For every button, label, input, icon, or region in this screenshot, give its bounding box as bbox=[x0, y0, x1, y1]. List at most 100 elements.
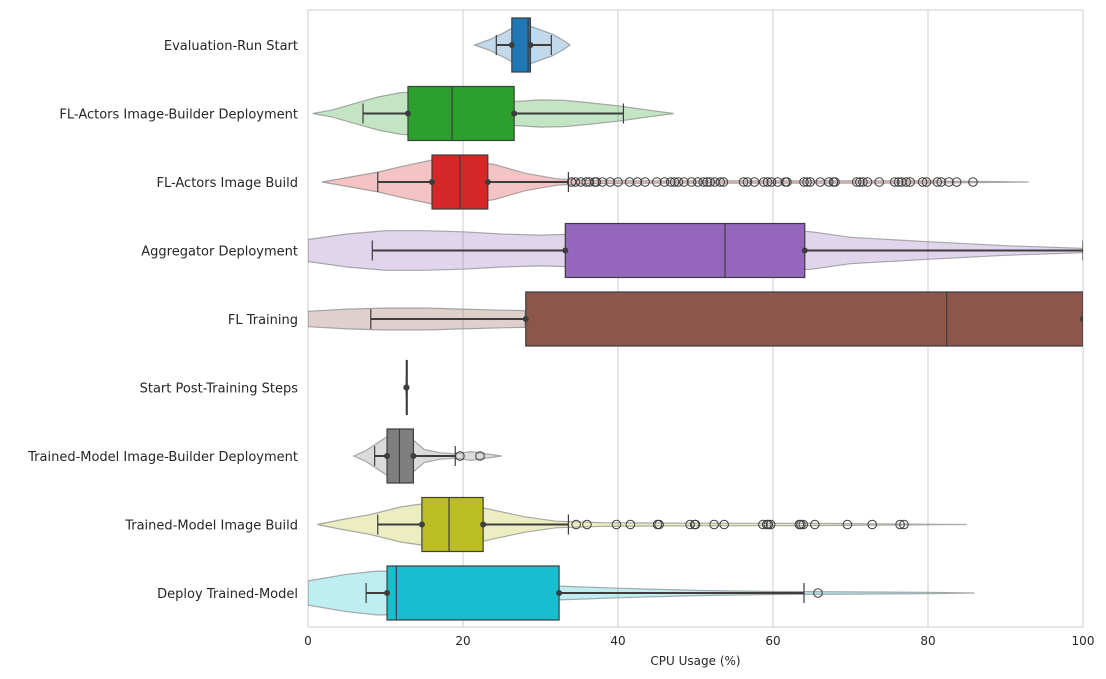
category-label: FL-Actors Image-Builder Deployment bbox=[59, 108, 298, 123]
category-label: Start Post-Training Steps bbox=[140, 382, 299, 397]
outlier-point bbox=[570, 177, 581, 187]
category-label: Aggregator Deployment bbox=[141, 245, 298, 260]
outlier-point bbox=[889, 177, 900, 187]
outlier-point bbox=[758, 519, 768, 530]
outlier-point bbox=[597, 177, 608, 187]
x-tick-label: 40 bbox=[610, 634, 625, 648]
outlier-point bbox=[895, 519, 905, 530]
q3-marker bbox=[1080, 316, 1083, 322]
outlier-point bbox=[893, 177, 904, 187]
x-tick-label: 20 bbox=[455, 634, 470, 648]
outlier-point bbox=[874, 177, 884, 187]
q3-marker bbox=[556, 590, 563, 596]
outlier-point bbox=[715, 177, 726, 187]
outlier-point bbox=[571, 519, 581, 530]
outlier-point bbox=[566, 177, 577, 187]
box-iqr bbox=[421, 496, 484, 553]
outlier-point bbox=[855, 177, 865, 187]
outlier-point bbox=[758, 177, 769, 187]
outlier-point bbox=[718, 177, 729, 187]
outlier-point bbox=[624, 177, 635, 187]
q1-marker bbox=[384, 453, 391, 459]
category-label: FL Training bbox=[228, 313, 298, 328]
x-tick-label: 100 bbox=[1072, 634, 1095, 648]
q1-marker bbox=[404, 110, 411, 117]
outlier-point bbox=[921, 177, 932, 187]
outlier-point bbox=[936, 177, 946, 187]
outlier-point bbox=[905, 177, 915, 187]
q3-marker bbox=[801, 247, 808, 254]
outlier-point bbox=[659, 177, 670, 187]
q3-marker bbox=[480, 521, 487, 528]
outlier-point bbox=[665, 177, 676, 187]
outlier-point bbox=[651, 177, 662, 187]
outlier-point bbox=[611, 519, 622, 530]
x-tick-label: 0 bbox=[304, 634, 312, 648]
outlier-point bbox=[917, 177, 928, 187]
outlier-point bbox=[605, 177, 616, 187]
outlier-point bbox=[705, 177, 716, 187]
outlier-point bbox=[899, 519, 909, 530]
outlier-point bbox=[749, 177, 760, 187]
q1-marker bbox=[562, 247, 569, 254]
outlier-point bbox=[702, 177, 712, 187]
category-label: Trained-Model Image Build bbox=[124, 519, 298, 534]
outlier-point bbox=[632, 177, 643, 187]
outlier-point bbox=[782, 177, 792, 187]
outlier-point bbox=[690, 519, 701, 530]
boxes bbox=[362, 17, 1083, 621]
box-iqr bbox=[525, 291, 1083, 347]
q3-marker bbox=[403, 384, 410, 391]
outlier-point bbox=[455, 451, 465, 461]
outlier-point bbox=[796, 519, 806, 530]
outlier-point bbox=[867, 519, 878, 530]
box-iqr bbox=[386, 428, 414, 484]
q3-marker bbox=[484, 179, 491, 185]
category-labels: Evaluation-Run Start FL-Actors Image-Buil… bbox=[27, 39, 298, 602]
outlier-point bbox=[584, 177, 595, 187]
outlier-point bbox=[968, 177, 978, 187]
outlier-point bbox=[679, 177, 689, 187]
x-axis-title: CPU Usage (%) bbox=[650, 654, 740, 668]
outlier-point bbox=[858, 177, 868, 187]
category-label: Trained-Model Image-Builder Deployment bbox=[27, 450, 298, 465]
outlier-point bbox=[582, 519, 592, 530]
outlier-point bbox=[625, 519, 636, 530]
outlier-point bbox=[772, 177, 783, 187]
outlier-point bbox=[766, 177, 777, 187]
outlier-point bbox=[685, 519, 695, 530]
outlier-point bbox=[669, 177, 680, 187]
outlier-point bbox=[862, 177, 873, 187]
outlier-point bbox=[842, 519, 853, 530]
outlier-point bbox=[830, 177, 840, 187]
q1-marker bbox=[522, 316, 529, 322]
outlier-point bbox=[765, 519, 776, 530]
outlier-point bbox=[802, 177, 812, 187]
q1-marker bbox=[384, 590, 391, 596]
q3-marker bbox=[527, 42, 534, 48]
outlier-point bbox=[901, 177, 912, 187]
outlier-point bbox=[798, 519, 809, 530]
outlier-point bbox=[709, 519, 719, 530]
outlier-point bbox=[693, 177, 703, 187]
outlier-point bbox=[613, 177, 623, 187]
outlier-point bbox=[810, 519, 820, 530]
outlier-point bbox=[738, 177, 749, 187]
outlier-point bbox=[851, 177, 862, 187]
outlier-point bbox=[951, 177, 962, 187]
box-iqr bbox=[386, 565, 560, 621]
box-iqr bbox=[564, 222, 806, 279]
outlier-point bbox=[719, 519, 729, 530]
q3-marker bbox=[511, 110, 518, 117]
outlier-point bbox=[944, 177, 954, 187]
outlier-point bbox=[762, 177, 773, 187]
x-tick-labels: 0 20 40 60 80 100 bbox=[304, 634, 1094, 648]
x-tick-label: 60 bbox=[765, 634, 780, 648]
outlier-point bbox=[805, 177, 816, 187]
outlier-point bbox=[824, 177, 834, 187]
outlier-point bbox=[673, 177, 684, 187]
category-label: Deploy Trained-Model bbox=[157, 587, 298, 602]
outlier-point bbox=[475, 451, 485, 461]
box-iqr bbox=[407, 85, 515, 142]
